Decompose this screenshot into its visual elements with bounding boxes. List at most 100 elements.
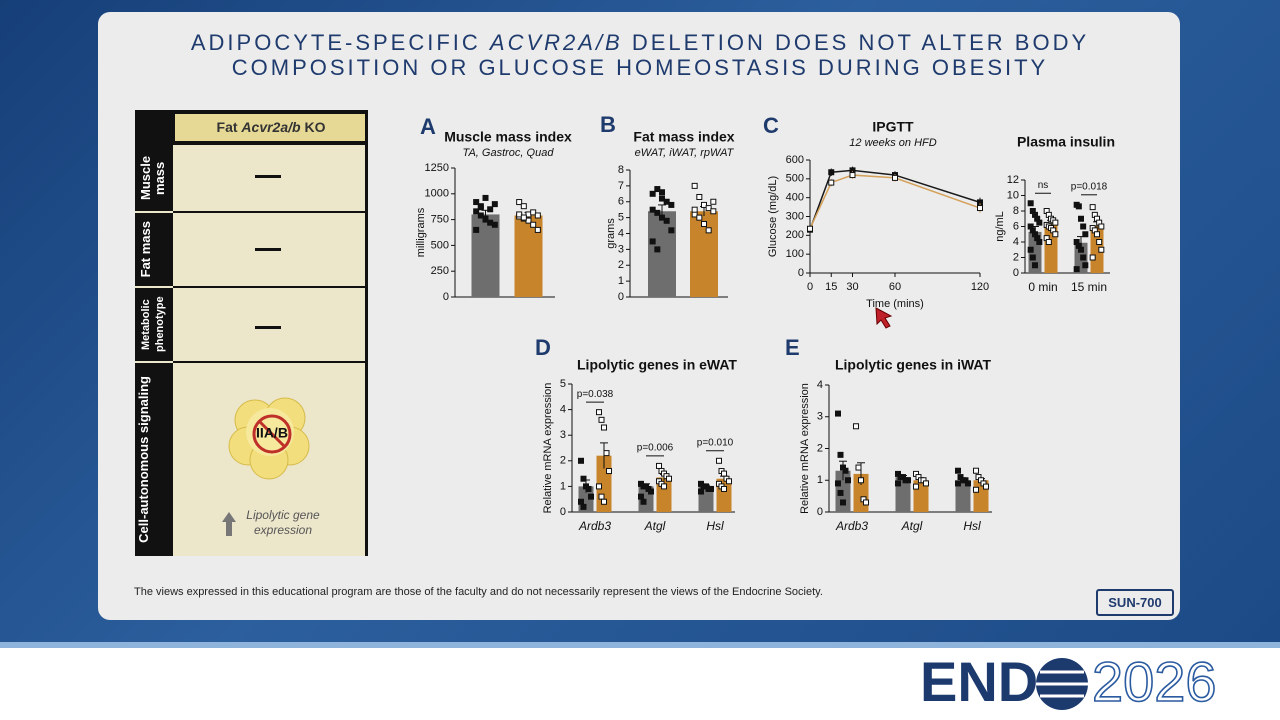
data-point: [596, 483, 602, 490]
data-point: [659, 195, 665, 202]
data-point: [1078, 215, 1084, 222]
data-point: [654, 186, 661, 193]
data-point: [726, 478, 732, 485]
slide-title: ADIPOCYTE-SPECIFIC ACVR2A/B DELETION DOE…: [140, 30, 1140, 80]
data-point: [855, 464, 862, 471]
data-point: [721, 470, 727, 477]
y-tick-label: 3: [817, 411, 823, 423]
data-point: [649, 190, 656, 197]
y-tick-label: 2: [817, 442, 823, 454]
data-point: [710, 198, 717, 205]
panel-letter: E: [785, 335, 800, 360]
data-point: [1045, 239, 1052, 245]
chart-subtitle: 12 weeks on HFD: [849, 137, 936, 149]
x-tick-label: Atgl: [901, 519, 923, 533]
annotation: p=0.006: [637, 443, 674, 454]
data-point: [596, 409, 602, 416]
poster-id: SUN-700: [1096, 589, 1174, 616]
y-tick-label: 4: [1013, 236, 1019, 248]
y-axis-label: ng/mL: [994, 211, 1006, 242]
data-point: [516, 211, 523, 218]
y-tick-label: 2: [1013, 251, 1019, 263]
header-cell: Fat Acvr2a/b KO: [173, 110, 367, 145]
x-tick-label: 15: [825, 281, 837, 293]
data-point: [965, 480, 971, 487]
y-tick-label: 1250: [425, 162, 449, 174]
disclaimer: The views expressed in this educational …: [134, 586, 823, 598]
y-tick-label: 300: [786, 210, 804, 222]
y-tick-label: 4: [817, 379, 823, 391]
y-tick-label: 3: [560, 429, 566, 441]
x-tick-label: 120: [971, 281, 989, 293]
annotation: p=0.010: [697, 437, 734, 448]
x-tick-label: Atgl: [644, 519, 666, 533]
x-tick-label: 0 min: [1028, 280, 1057, 294]
data-point: [828, 169, 835, 176]
header-text: Fat Acvr2a/b KO: [175, 114, 367, 141]
row-label: Cell-autonomous signaling: [135, 363, 173, 556]
data-point: [477, 212, 484, 219]
x-tick-label: 60: [889, 281, 901, 293]
data-point: [1075, 203, 1082, 210]
data-point: [1052, 219, 1059, 226]
chart-title: Lipolytic genes in iWAT: [835, 357, 992, 373]
corner-cell: [135, 110, 173, 145]
panel-letter: D: [535, 335, 551, 360]
note-text: Lipolytic gene expression: [246, 508, 320, 537]
x-tick-label: Ardb3: [578, 519, 611, 533]
data-point: [716, 457, 722, 464]
data-point: [578, 498, 584, 505]
data-point: [530, 221, 537, 228]
y-tick-label: 0: [443, 291, 449, 303]
cursor: [875, 307, 893, 329]
data-point: [835, 480, 841, 487]
data-point: [858, 477, 864, 484]
data-point: [1029, 254, 1036, 261]
row-label: Fat mass: [135, 213, 173, 288]
data-point: [598, 416, 605, 423]
table-border: [365, 110, 368, 556]
y-tick-label: 4: [560, 404, 566, 416]
data-point: [534, 226, 541, 233]
data-point: [473, 208, 480, 215]
panel-letter: C: [763, 113, 779, 138]
x-tick-label: Hsl: [963, 519, 981, 533]
y-tick-label: 500: [431, 239, 449, 251]
data-point: [905, 477, 911, 484]
data-point: [661, 483, 667, 490]
data-point: [530, 209, 537, 216]
data-point: [534, 212, 541, 219]
panel-letter: B: [600, 112, 616, 137]
data-point: [580, 475, 587, 482]
data-point: [913, 483, 919, 490]
y-tick-label: 4: [618, 227, 624, 239]
y-tick-label: 2: [560, 455, 566, 467]
data-point: [487, 206, 494, 213]
y-tick-label: 400: [786, 192, 804, 204]
data-point: [578, 457, 584, 464]
data-point: [482, 194, 489, 201]
x-tick-label: Hsl: [706, 519, 724, 533]
data-point: [863, 499, 869, 506]
data-point: [477, 204, 484, 211]
dash: [255, 248, 281, 251]
data-point: [721, 485, 727, 492]
receptor-label: IIA/B: [256, 425, 288, 441]
data-point: [840, 499, 846, 506]
data-point: [1098, 246, 1105, 253]
y-tick-label: 250: [431, 265, 449, 277]
data-point: [473, 226, 480, 233]
y-tick-label: 0: [618, 291, 624, 303]
y-tick-label: 100: [786, 248, 804, 260]
data-point: [705, 205, 712, 212]
data-point: [585, 485, 592, 492]
title-text: ADIPOCYTE-SPECIFIC: [190, 30, 481, 55]
line: [809, 174, 981, 230]
row-cell: [173, 145, 365, 213]
y-tick-label: 750: [431, 214, 449, 226]
data-point: [525, 217, 532, 224]
data-point: [516, 199, 523, 206]
y-tick-label: 200: [786, 229, 804, 241]
data-point: [845, 477, 851, 484]
